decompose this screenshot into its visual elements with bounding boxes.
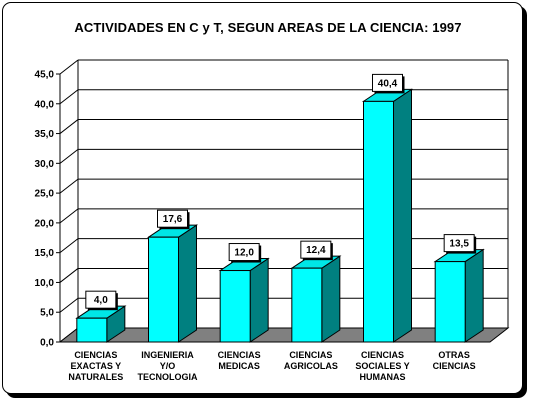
gridline-diagonal <box>59 148 79 164</box>
bar-5 <box>433 248 485 343</box>
category-label: CIENCIAS MEDICAS <box>218 350 261 371</box>
gridline-diagonal <box>59 238 79 254</box>
gridline-diagonal <box>59 297 79 313</box>
category-label: OTRAS CIENCIAS <box>433 350 476 371</box>
category-label: CIENCIAS AGRICOLAS <box>284 350 338 371</box>
gridline-diagonal <box>59 178 79 194</box>
gridline-diagonal <box>59 119 79 134</box>
category-label-line: CIENCIAS <box>361 350 404 360</box>
y-tick-label: 5,0 <box>40 308 54 319</box>
bar <box>219 270 251 343</box>
y-tick-label: 35,0 <box>35 129 55 140</box>
bar-4 <box>361 88 414 343</box>
y-tick-label: 40,0 <box>35 99 55 110</box>
category-label-line: MEDICAS <box>218 361 260 371</box>
gridline-diagonal <box>59 208 79 224</box>
value-label: 4,0 <box>94 295 108 306</box>
category-label-line: SOCIALES Y <box>355 361 409 371</box>
value-label: 12,0 <box>234 248 254 259</box>
category-label-line: OTRAS <box>438 350 470 360</box>
y-tick-label: 25,0 <box>35 189 55 200</box>
bar-side <box>321 255 341 343</box>
y-tick-label: 30,0 <box>35 159 55 170</box>
category-label-line: CIENCIAS <box>74 350 117 360</box>
category-label-line: CIENCIAS <box>218 350 261 360</box>
bar-1 <box>146 224 199 343</box>
value-label-box <box>443 234 475 253</box>
labels-layer: 0,0 5,0 10,0 15,0 20,0 25,0 30,0 35,0 40,0 45,0 4,… <box>35 70 477 382</box>
category-label: INGENIERIA Y/O TECNOLOGIA <box>138 350 198 382</box>
bar-3 <box>290 255 342 343</box>
category-label-line: EXACTAS Y <box>70 361 121 371</box>
category-label-line: TECNOLOGIA <box>138 372 198 382</box>
value-label: 13,5 <box>449 239 469 250</box>
bar-2 <box>218 257 270 343</box>
bar-side <box>393 88 412 343</box>
y-tick-label: 15,0 <box>35 248 55 259</box>
category-label-line: CIENCIAS <box>433 361 476 371</box>
chart-title: ACTIVIDADES EN C y T, SEGUN AREAS DE LA … <box>74 20 462 35</box>
bar-side <box>464 248 484 343</box>
category-label-line: INGENIERIA <box>141 350 194 360</box>
category-label-line: Y/O <box>160 361 176 371</box>
category-label: CIENCIAS EXACTAS Y NATURALES <box>68 350 123 382</box>
value-label-box <box>300 240 332 259</box>
y-tick-label: 10,0 <box>35 278 55 289</box>
value-label-box <box>85 290 117 309</box>
category-label: CIENCIAS SOCIALES Y HUMANAS <box>355 350 409 382</box>
gridline-diagonal <box>59 59 79 75</box>
gridline-diagonal <box>59 268 79 283</box>
gridline-diagonal <box>59 89 79 105</box>
value-label-box <box>157 209 188 228</box>
bar <box>148 236 179 343</box>
bar <box>291 267 323 343</box>
category-label-line: HUMANAS <box>360 372 406 382</box>
bar <box>76 317 108 343</box>
value-label: 40,4 <box>378 78 398 89</box>
value-label: 12,4 <box>306 245 326 256</box>
category-label-line: NATURALES <box>68 372 123 382</box>
category-label-line: CIENCIAS <box>289 350 332 360</box>
value-label: 17,6 <box>163 214 183 225</box>
bar <box>363 100 394 343</box>
y-tick-label: 45,0 <box>35 70 55 81</box>
category-label-line: AGRICOLAS <box>284 361 338 371</box>
value-label-box <box>228 243 260 262</box>
bar-side <box>249 257 269 343</box>
value-label-box <box>372 73 403 92</box>
y-tick-label: 20,0 <box>35 218 55 229</box>
y-tick-label: 0,0 <box>40 338 54 349</box>
bar <box>434 261 466 343</box>
bars-layer <box>75 88 485 343</box>
bar-side <box>178 224 197 343</box>
